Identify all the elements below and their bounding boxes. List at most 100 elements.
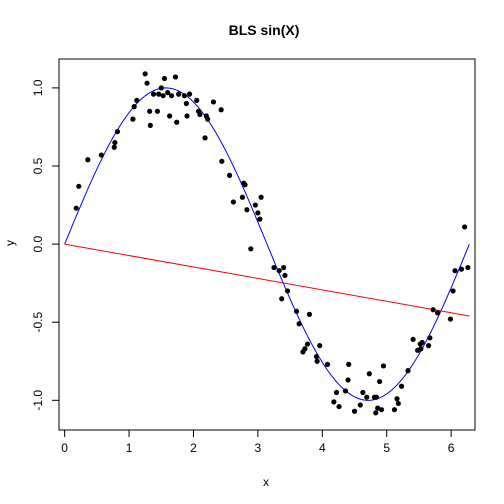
data-point [131,104,137,110]
data-point [184,113,190,119]
data-point [279,296,285,302]
data-point [284,288,291,294]
data-point [147,122,153,128]
data-point [450,288,456,294]
data-point [218,107,224,113]
data-point [248,246,254,252]
y-tick-label: 0.5 [31,157,45,174]
data-point [427,335,433,341]
y-tick-label: -1.0 [31,390,45,411]
x-tick-label: 3 [255,441,262,455]
data-point [219,158,225,164]
data-point [244,207,250,213]
data-point [111,144,117,150]
data-point [302,346,308,352]
data-point [281,264,287,271]
data-point [296,321,302,327]
data-point [410,336,416,342]
data-point [364,394,370,400]
data-point [377,378,383,385]
data-point [181,93,188,99]
data-point [394,396,400,402]
data-point [160,93,166,99]
data-point [85,157,91,163]
data-point [373,410,379,416]
y-axis-label: y [3,240,17,246]
data-point [242,182,248,188]
data-point [98,152,104,158]
data-point [194,97,200,103]
data-point [165,89,171,96]
data-point [187,91,193,97]
data-point [345,377,351,383]
x-tick-label: 6 [448,441,455,455]
data-point [447,316,454,322]
data-point [333,389,340,396]
data-point [154,108,160,114]
data-point [150,91,157,97]
data-point [134,97,140,103]
y-tick-label: 0.0 [31,235,45,252]
data-point [112,139,118,146]
data-point [176,91,182,97]
points-layer [73,71,471,416]
x-tick-label: 2 [190,441,197,455]
data-point [257,216,263,222]
data-point [156,91,162,97]
data-point [317,343,323,349]
x-tick-label: 4 [319,441,326,455]
x-tick-label: 5 [383,441,390,455]
data-point [168,93,175,99]
sine-curve-line [64,87,470,401]
data-point [183,100,189,107]
data-point [331,399,337,405]
data-point [158,85,164,91]
data-point [314,358,320,364]
data-point [172,74,179,80]
data-point [395,400,401,407]
data-point [425,343,432,349]
data-point [419,339,425,346]
x-axis: 0 1 2 3 4 5 6 [61,429,455,455]
data-point [398,383,405,389]
fit-line [64,243,470,317]
data-point [202,135,208,141]
data-point [271,264,277,271]
data-point [378,407,385,413]
data-point [373,394,380,400]
series-layer [64,87,470,401]
data-point [366,371,372,377]
data-point [130,116,136,122]
data-point [462,224,468,230]
data-point [324,361,331,367]
data-point [205,116,211,122]
y-tick-label: -0.5 [31,312,45,333]
data-point [452,268,458,274]
x-tick-label: 0 [61,441,68,455]
data-point [255,210,261,216]
data-point [336,403,342,410]
chart-title: BLS sin(X) [229,22,300,38]
data-point [210,99,217,105]
data-point [282,272,288,278]
data-point [161,75,168,82]
data-point [252,202,258,208]
data-point [430,307,436,313]
y-tick-label: 1.0 [31,79,45,96]
data-point [144,80,150,86]
data-point [346,361,352,367]
data-point [197,111,203,118]
data-point [435,310,441,316]
data-point [418,346,424,352]
data-point [313,353,320,360]
data-point [147,108,153,114]
data-point [239,194,246,200]
data-point [167,113,173,119]
x-axis-label: x [263,475,269,489]
data-point [73,205,79,211]
data-point [174,119,180,125]
data-point [458,266,465,272]
data-point [351,408,358,414]
data-point [114,129,121,135]
